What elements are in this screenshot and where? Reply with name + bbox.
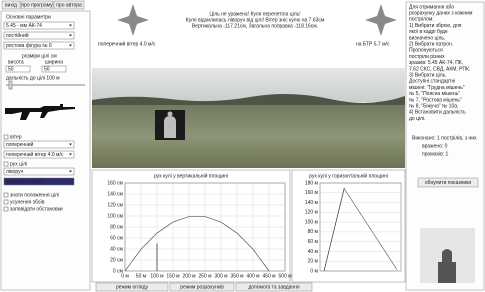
checkbox-label: рух цілі	[10, 161, 27, 167]
instruction-line: Для отримання або	[409, 4, 454, 10]
checkbox[interactable]	[4, 162, 8, 166]
instruction-line: 2) Вибрати патрон.	[409, 42, 453, 48]
input-value: 50	[44, 67, 50, 73]
x-tick-label: 400 м	[246, 273, 260, 279]
stat-line: Виконано: 1 пострілів, з них	[412, 135, 477, 141]
checkbox-label: усунення збоїв	[10, 199, 45, 205]
instruction-line: 3) Вибрати ціль.	[409, 73, 447, 79]
chart-title: рух кулі у горизонтальній площині	[309, 172, 388, 179]
menu-tab-label: вихід	[5, 3, 17, 9]
stat-line: вражено: 0	[422, 143, 448, 149]
dropdown-value: швидкість 2 м/с	[6, 179, 42, 185]
stat-line: промахів: 1	[422, 151, 449, 157]
y-tick-label: 120 м	[305, 210, 319, 216]
field-label: дальність до цілі 100 м	[6, 75, 60, 81]
scene	[92, 68, 405, 168]
instruction-line: постріли різних	[409, 54, 445, 60]
menu-tab-label: про програму	[21, 3, 53, 9]
y-tick-label: 100 м	[305, 219, 319, 225]
y-tick-label: 20 м	[308, 259, 319, 265]
target-head	[168, 112, 173, 117]
app-window: вихід про програмупро автора Основні парам…	[0, 0, 485, 292]
instruction-line: мішені: "Грудна мішень"	[409, 85, 465, 91]
mode-tab-label: допомога та завдання	[248, 285, 300, 291]
x-tick-label: 300 м	[214, 273, 228, 279]
instruction-line: № 5, "Поясна мішень"	[409, 91, 460, 97]
instruction-line: 7.62 СКС, СВД, АКМ, РПК.	[409, 66, 470, 72]
chart-panel	[292, 170, 405, 282]
instruction-line: № 7, "Ростова мішень"	[409, 97, 462, 103]
checkbox[interactable]	[4, 135, 8, 139]
status-message: Вертикальна -117.21см, Загальна поправка…	[192, 23, 318, 29]
wind-label: поперечний вітер 4.0 м/с	[98, 40, 156, 47]
slider-thumb[interactable]	[9, 81, 12, 89]
y-tick-label: 80 м	[308, 229, 319, 235]
x-tick-label: 0 м	[121, 273, 129, 279]
field-label: ширина	[45, 59, 63, 65]
y-tick-label: 160 см	[107, 180, 123, 186]
checkbox[interactable]	[4, 200, 8, 204]
dropdown-value: поперечний	[6, 141, 34, 148]
y-tick-label: 160 м	[305, 190, 319, 196]
dropdown-value: постійний	[6, 32, 29, 39]
y-tick-label: 0 м	[310, 268, 318, 274]
instruction-line: Доступні стандартні	[409, 79, 455, 85]
instruction-line: зразків: 5.45 АК-74, ПК,	[409, 60, 463, 66]
y-tick-label: 60 см	[110, 235, 123, 241]
wind-label: на БТР 5.7 м/с	[356, 41, 390, 47]
y-tick-label: 140 см	[107, 191, 123, 197]
x-tick-label: 350 м	[230, 273, 244, 279]
y-tick-label: 140 м	[305, 200, 319, 206]
y-tick-label: 80 см	[110, 224, 123, 230]
checkbox-label: заповідати обстановки	[10, 206, 63, 212]
menu-tab-label: про автора	[56, 3, 82, 9]
checkbox[interactable]	[4, 207, 8, 211]
x-tick-label: 250 м	[198, 273, 212, 279]
instruction-line: 1) Вибрати зброю, для	[409, 23, 462, 29]
x-tick-label: 200 м	[182, 273, 196, 279]
instruction-line: якої в кадрі буде	[409, 29, 448, 35]
y-tick-label: 180 м	[305, 180, 319, 186]
instruction-line: пострілом:	[409, 17, 434, 23]
instruction-line: 4) Встановити дальність	[409, 110, 466, 116]
chart-title: рух кулі у вертикальній площині	[154, 172, 228, 179]
reset-button-label: обнулити показники	[425, 180, 472, 186]
section-heading: Основні параметри	[6, 14, 51, 20]
instruction-line: Пропонуються	[409, 48, 443, 54]
mode-tab-label: режим розрахунків	[180, 285, 224, 291]
x-tick-label: 450 м	[262, 273, 276, 279]
field-label: висота	[8, 59, 24, 65]
dropdown-value: 5.45 - мм АК-74	[6, 23, 42, 29]
y-tick-label: 40 м	[308, 249, 319, 255]
checkbox-label: знати положення цілі	[10, 192, 59, 198]
instruction-line: до цілі.	[409, 116, 425, 122]
y-tick-label: 120 см	[107, 202, 123, 208]
x-tick-label: 150 м	[166, 273, 180, 279]
y-tick-label: 100 см	[107, 213, 123, 219]
x-tick-label: 100 м	[150, 273, 164, 279]
x-tick-label: 50 м	[136, 273, 147, 279]
dropdown-value: ростова фігура № 6	[6, 43, 52, 49]
field	[92, 105, 405, 168]
instruction-line: № 8, "Біжуча" № 10а.	[409, 104, 458, 110]
y-tick-label: 20 см	[110, 257, 123, 263]
checkbox[interactable]	[4, 193, 8, 197]
instruction-line: визначено ціль.	[409, 35, 445, 41]
x-tick-label: 500 м	[278, 273, 292, 279]
dropdown-value: поперечний вітер 4.0 м/с	[6, 151, 64, 158]
input-value: 50	[8, 67, 14, 73]
checkbox-label: вітер	[10, 134, 22, 140]
y-tick-label: 60 м	[308, 239, 319, 245]
instruction-line: розрахунку даних з кожним	[409, 11, 473, 17]
mode-tab-label: режим огляду	[116, 285, 149, 291]
target-figure	[164, 116, 176, 138]
y-tick-label: 40 см	[110, 246, 123, 252]
dropdown-value: ліворуч	[6, 169, 24, 175]
